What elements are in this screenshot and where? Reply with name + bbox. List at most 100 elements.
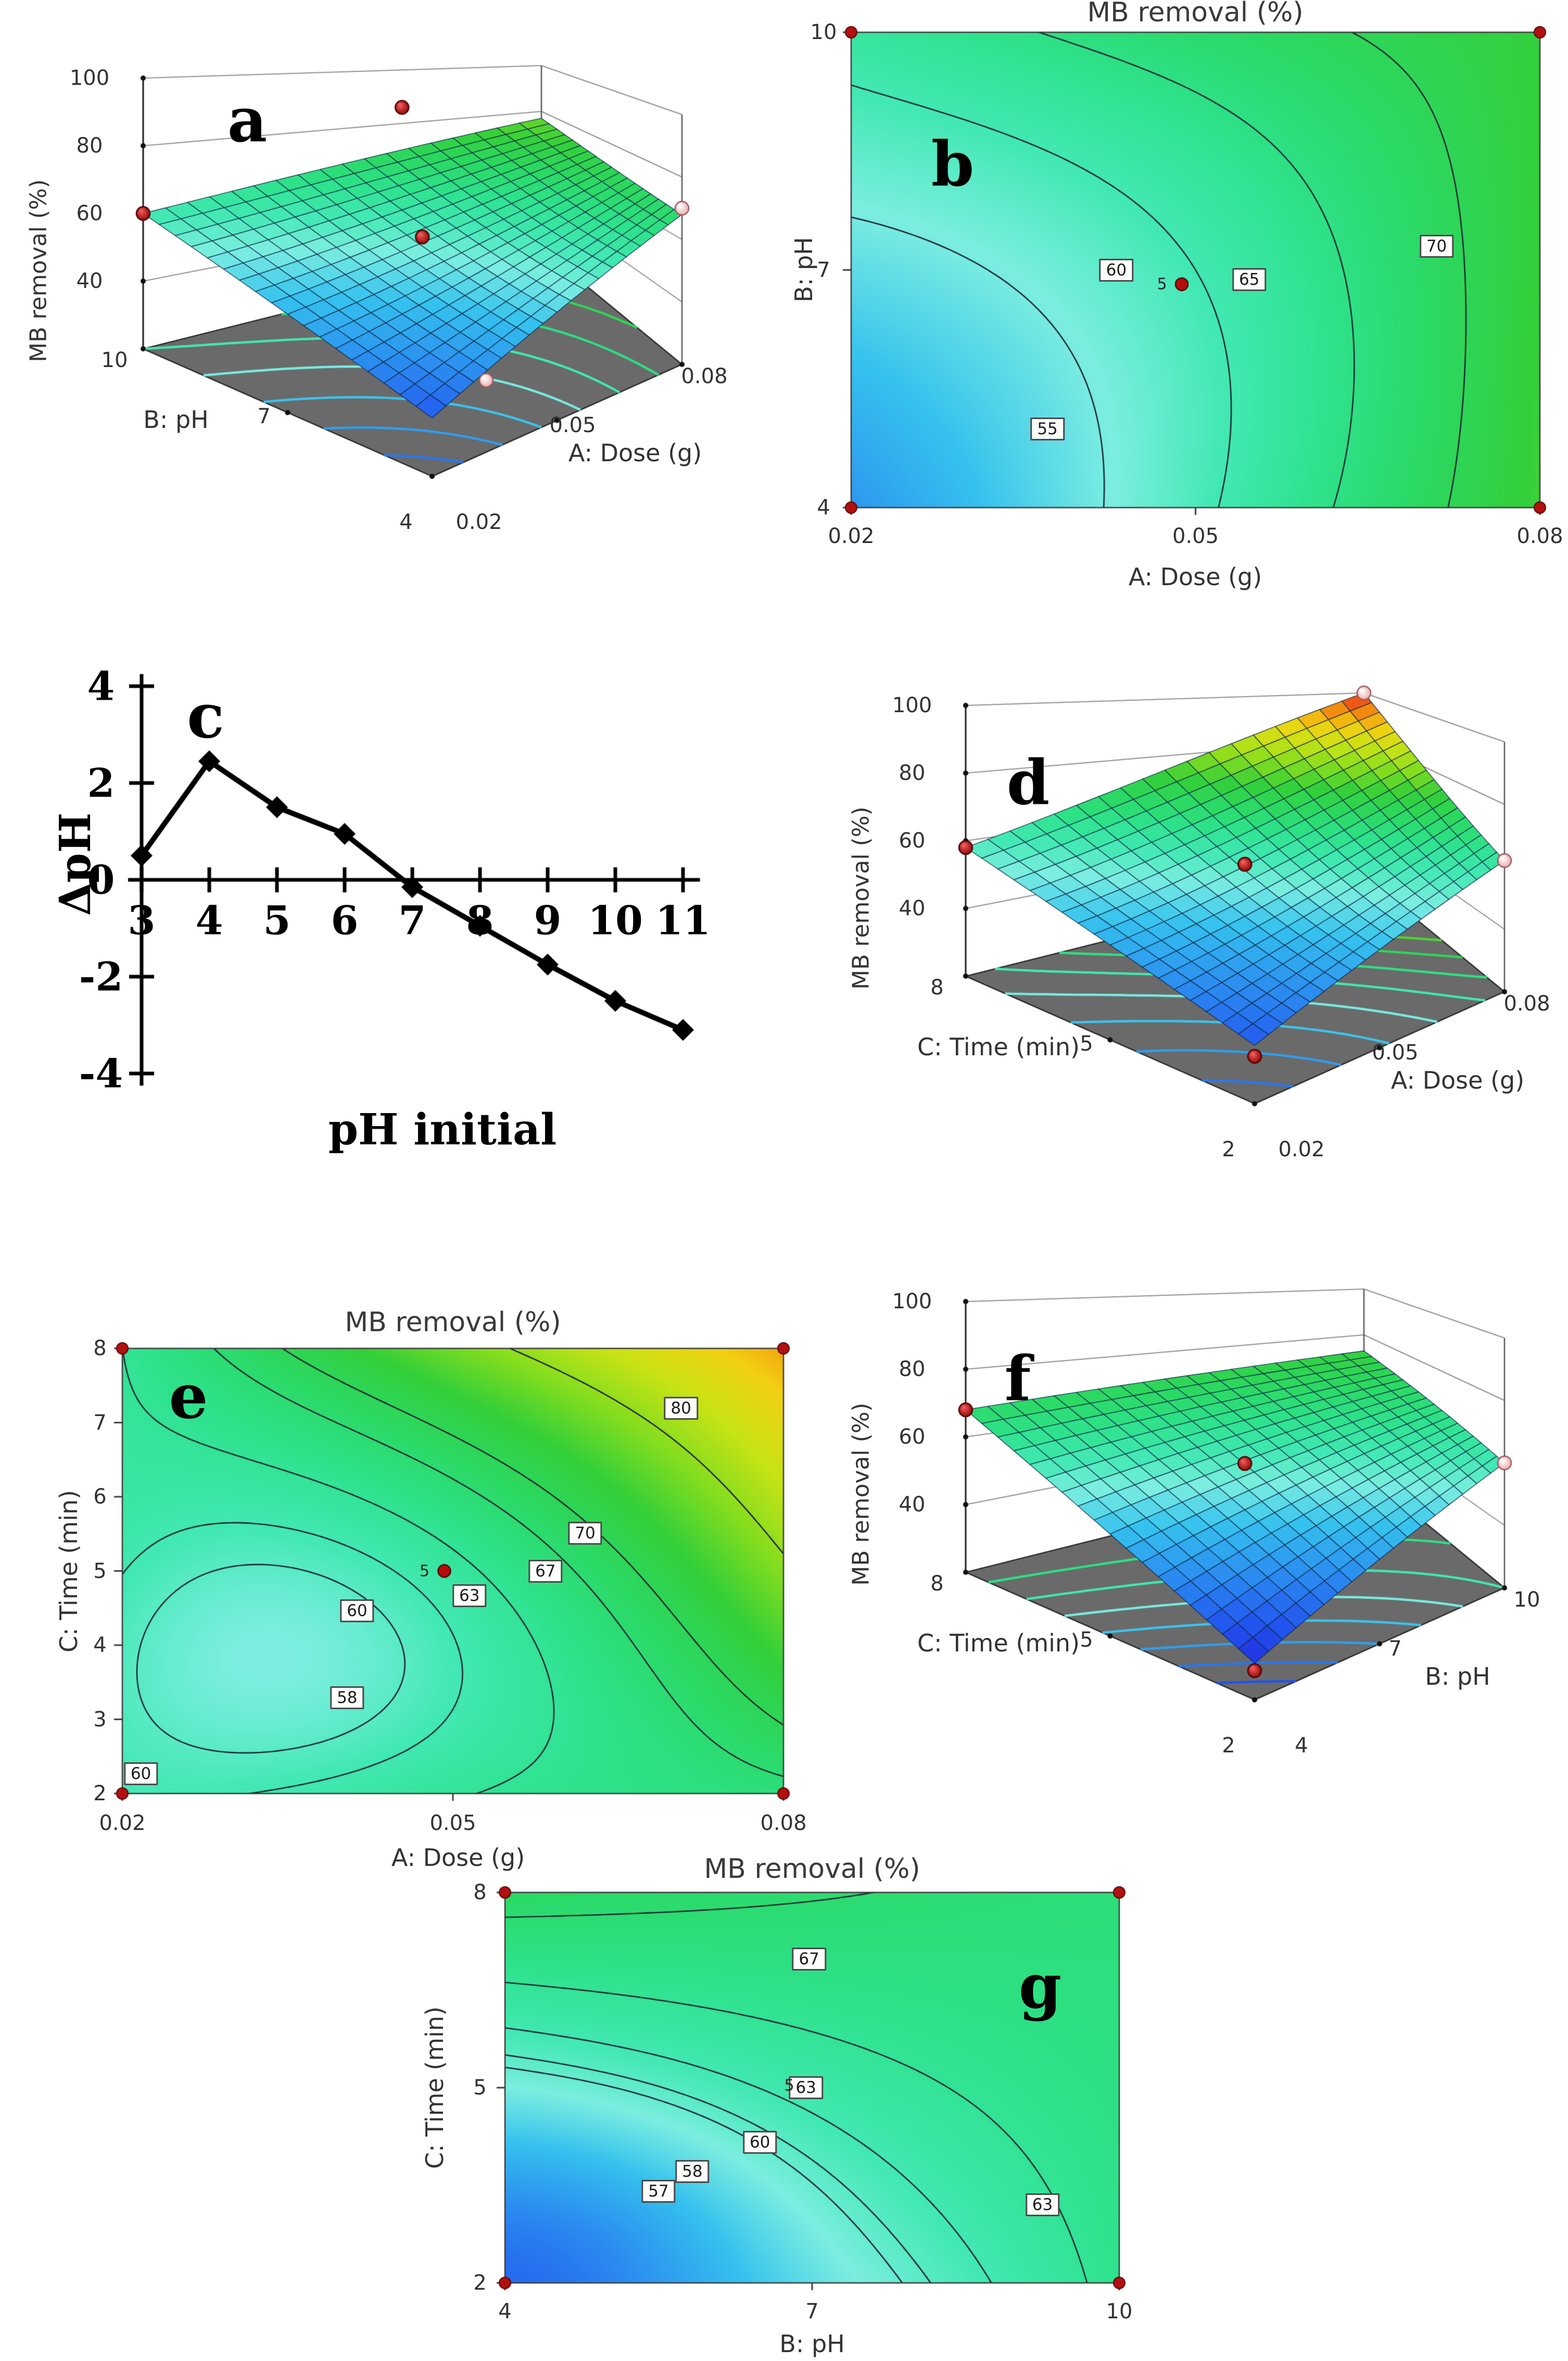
contour-label: 58 [675, 2160, 710, 2183]
plot-title: MB removal (%) [345, 1307, 561, 1338]
left-axis-title: B: pH [143, 406, 209, 434]
line-chart-canvas-c [47, 640, 812, 1166]
panel-letter-d: d [1006, 746, 1050, 819]
z-axis-title: MB removal (%) [848, 806, 875, 990]
y-axis-tick-label: -4 [79, 1050, 123, 1097]
x-axis-tick-label: 0.02 [828, 524, 875, 548]
x-axis-tick-label: 4 [195, 897, 223, 944]
panel-a-surface-plot: a 100 80 60 40 MB removal (%) 10 7 4 0.02 0.05 0.0… [10, 0, 781, 620]
contour-label: 60 [742, 2131, 777, 2154]
contour-plot-canvas-e [47, 1244, 812, 1872]
right-axis-title: A: Dose (g) [1390, 1066, 1525, 1094]
z-axis-tick-label: 40 [76, 269, 103, 293]
y-axis-tick-label: 2 [87, 760, 115, 806]
panel-f-surface-plot: f 100 80 60 40 MB removal (%) 8 5 2 4 7 10 C: Time … [833, 1223, 1568, 1835]
z-axis-tick-label: 80 [899, 1357, 926, 1381]
panel-letter-f: f [1004, 1342, 1031, 1415]
z-axis-title: MB removal (%) [25, 179, 52, 362]
z-axis-tick-label: 100 [892, 693, 932, 717]
y-axis-tick-label: 10 [810, 20, 837, 44]
x-axis-tick-label: 7 [805, 2300, 819, 2324]
y-axis-title: ΔpH [50, 812, 100, 916]
right-axis-tick-label: 10 [1513, 1588, 1540, 1612]
panel-d-surface-plot: d 100 80 60 40 MB removal (%) 8 5 2 0.02 0.05 0.08… [833, 627, 1568, 1239]
x-axis-tick-label: 0.08 [1516, 524, 1563, 548]
panel-letter-a: a [227, 83, 268, 156]
contour-label: 58 [330, 1686, 364, 1710]
y-axis-tick-label: 4 [817, 496, 830, 520]
panel-letter-e: e [169, 1360, 208, 1433]
contour-label: 63 [1025, 2193, 1060, 2216]
y-axis-tick-label: 8 [93, 1336, 107, 1360]
center-point-label: 5 [784, 2076, 794, 2095]
y-axis-tick-label: 3 [93, 1707, 107, 1732]
y-axis-title: B: pH [790, 237, 818, 302]
surface-plot-canvas-a [10, 0, 781, 620]
contour-label: 63 [452, 1584, 487, 1607]
y-axis-tick-label: 5 [473, 2076, 487, 2100]
x-axis-tick-label: 0.05 [1172, 524, 1219, 548]
contour-label: 60 [123, 1762, 158, 1785]
contour-label: 70 [1419, 234, 1454, 258]
y-axis-tick-label: 5 [93, 1559, 107, 1583]
x-axis-tick-label: 11 [655, 897, 711, 944]
x-axis-tick-label: 0.05 [429, 1811, 476, 1835]
x-axis-title: B: pH [779, 2330, 845, 2358]
left-axis-tick-label: 8 [930, 976, 944, 1000]
right-axis-tick-label: 0.08 [1503, 992, 1550, 1016]
z-axis-tick-label: 80 [76, 134, 103, 158]
x-axis-tick-label: 0.02 [99, 1811, 146, 1835]
contour-label: 55 [1030, 418, 1065, 441]
y-axis-tick-label: 2 [93, 1782, 107, 1806]
contour-label: 60 [1099, 258, 1134, 282]
x-axis-tick-label: 8 [466, 897, 494, 944]
center-point-label: 5 [1157, 275, 1167, 294]
right-axis-tick-label: 0.05 [1372, 1041, 1419, 1065]
contour-plot-canvas-g [390, 1853, 1156, 2361]
contour-label: 57 [641, 2179, 676, 2203]
z-axis-tick-label: 60 [899, 1425, 926, 1449]
panel-letter-b: b [931, 128, 975, 200]
x-axis-title: A: Dose (g) [1128, 563, 1262, 591]
left-axis-title: C: Time (min) [917, 1033, 1080, 1061]
left-axis-tick-label: 4 [399, 510, 413, 534]
surface-plot-canvas-d [833, 627, 1568, 1239]
contour-label: 65 [1232, 268, 1267, 291]
z-axis-tick-label: 60 [899, 829, 926, 853]
panel-c-line-chart: c 4 2 0 -2 -4 3 4 5 6 7 8 9 10 11 ΔpH pH initial [47, 640, 812, 1166]
z-axis-title: MB removal (%) [848, 1403, 875, 1586]
y-axis-tick-label: 0 [87, 856, 115, 903]
z-axis-tick-label: 40 [899, 897, 926, 920]
y-axis-title: C: Time (min) [421, 2006, 449, 2169]
z-axis-tick-label: 60 [76, 201, 103, 225]
z-axis-tick-label: 100 [892, 1290, 932, 1314]
y-axis-tick-label: 7 [817, 258, 830, 282]
left-axis-tick-label: 10 [101, 348, 128, 372]
panel-b-contour-plot: b MB removal (%) 4 7 10 0.02 0.05 0.08 A: Dose … [790, 0, 1568, 609]
right-axis-tick-label: 0.08 [681, 364, 728, 388]
z-axis-tick-label: 100 [69, 66, 110, 90]
left-axis-tick-label: 2 [1222, 1138, 1235, 1161]
center-point-label: 5 [419, 1562, 430, 1580]
right-axis-tick-label: 4 [1295, 1734, 1308, 1758]
x-axis-tick-label: 0.08 [760, 1811, 807, 1835]
contour-label: 80 [664, 1397, 698, 1420]
right-axis-tick-label: 0.05 [549, 413, 596, 437]
x-axis-tick-label: 6 [331, 897, 359, 944]
plot-title: MB removal (%) [704, 1853, 920, 1885]
contour-label: 63 [789, 2076, 823, 2099]
left-axis-tick-label: 2 [1222, 1734, 1235, 1758]
x-axis-tick-label: 10 [588, 897, 643, 944]
y-axis-tick-label: 4 [93, 1633, 107, 1657]
x-axis-tick-label: 5 [263, 897, 291, 944]
panel-letter-g: g [1018, 1950, 1062, 2023]
left-axis-tick-label: 7 [257, 405, 271, 428]
x-axis-title: pH initial [328, 1105, 557, 1155]
panel-letter-c: c [187, 679, 224, 752]
left-axis-tick-label: 5 [1080, 1032, 1093, 1056]
left-axis-title: C: Time (min) [917, 1629, 1080, 1657]
left-axis-tick-label: 8 [930, 1572, 944, 1596]
contour-label: 70 [568, 1521, 602, 1545]
right-axis-tick-label: 0.02 [456, 510, 502, 534]
